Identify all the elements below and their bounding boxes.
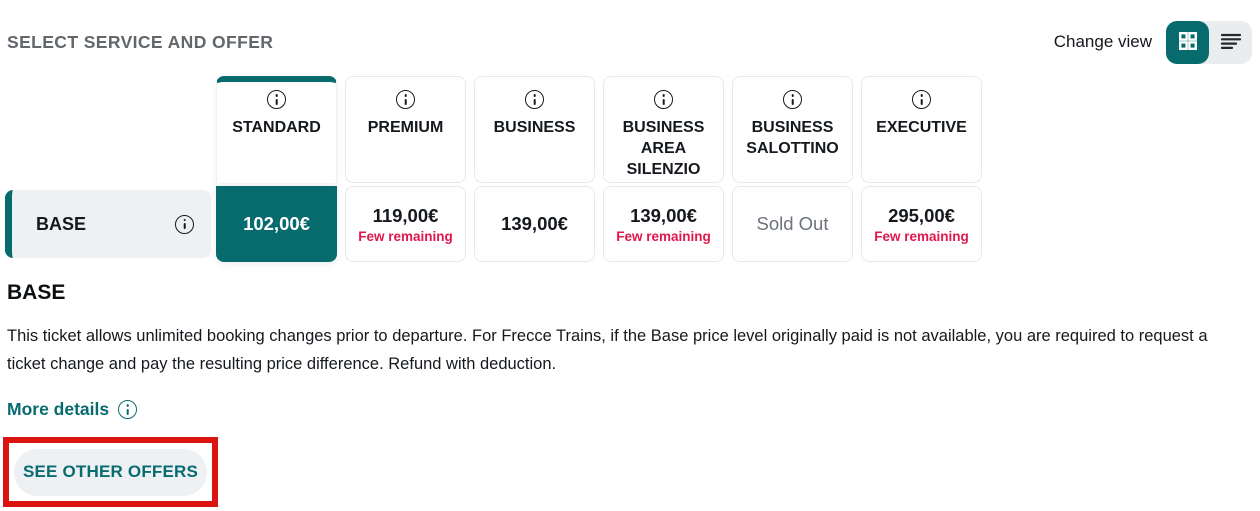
offer-details-section: BASE This ticket allows unlimited bookin… bbox=[7, 281, 1235, 420]
service-label: EXECUTIVE bbox=[876, 119, 967, 136]
price-cell-standard[interactable]: 102,00€ bbox=[216, 186, 337, 262]
see-other-offers-button[interactable]: SEE OTHER OFFERS bbox=[14, 448, 207, 496]
service-label: STANDARD bbox=[232, 119, 321, 136]
more-details-link[interactable]: More details bbox=[7, 399, 138, 420]
price-value: 139,00€ bbox=[630, 204, 697, 226]
view-switcher: Change view bbox=[1053, 20, 1252, 64]
service-column-executive: EXECUTIVE bbox=[861, 76, 982, 183]
price-cell-business-area-silenzio[interactable]: 139,00€ Few remaining bbox=[603, 186, 724, 262]
price-value: 119,00€ bbox=[372, 204, 439, 226]
service-column-standard: STANDARD bbox=[216, 76, 337, 183]
service-column-business-salottino: BUSINESS SALOTTINO bbox=[732, 76, 853, 183]
info-icon[interactable] bbox=[175, 214, 194, 234]
annotation-highlight-box: SEE OTHER OFFERS bbox=[3, 437, 218, 507]
price-value: 139,00€ bbox=[501, 213, 568, 234]
offer-description: This ticket allows unlimited booking cha… bbox=[7, 327, 1208, 374]
offer-details-heading: BASE bbox=[7, 281, 66, 304]
info-icon[interactable] bbox=[396, 90, 415, 109]
list-view-button[interactable] bbox=[1209, 21, 1252, 64]
grid-view-button[interactable] bbox=[1166, 20, 1209, 64]
price-value: 102,00€ bbox=[243, 213, 310, 234]
service-label: BUSINESS bbox=[493, 119, 576, 136]
grid-icon bbox=[1177, 30, 1199, 55]
price-value: 295,00€ bbox=[888, 204, 955, 226]
service-column-premium: PREMIUM bbox=[345, 76, 466, 183]
more-details-label: More details bbox=[7, 399, 110, 420]
availability-note: Few remaining bbox=[358, 228, 453, 244]
service-label: BUSINESS AREA SILENZIO bbox=[622, 119, 705, 178]
change-view-label: Change view bbox=[1053, 32, 1152, 51]
page-title: SELECT SERVICE AND OFFER bbox=[7, 31, 274, 52]
service-header-row: STANDARD PREMIUM BUSINESS BUSINESS AREA … bbox=[216, 76, 982, 183]
info-icon bbox=[118, 400, 138, 420]
info-icon[interactable] bbox=[783, 90, 802, 109]
price-cell-premium[interactable]: 119,00€ Few remaining bbox=[345, 186, 466, 262]
info-icon[interactable] bbox=[912, 90, 931, 109]
price-cell-business[interactable]: 139,00€ bbox=[474, 186, 595, 262]
service-column-business-area-silenzio: BUSINESS AREA SILENZIO bbox=[603, 76, 724, 183]
topbar: SELECT SERVICE AND OFFER Change view bbox=[7, 20, 1252, 64]
offer-name: BASE bbox=[36, 213, 87, 234]
info-icon[interactable] bbox=[525, 90, 544, 109]
sold-out-label: Sold Out bbox=[756, 213, 829, 234]
list-icon bbox=[1219, 29, 1243, 56]
price-row: 102,00€ 119,00€ Few remaining 139,00€ 13… bbox=[216, 186, 982, 262]
availability-note: Few remaining bbox=[616, 228, 711, 244]
info-icon[interactable] bbox=[267, 90, 286, 109]
price-cell-business-salottino: Sold Out bbox=[732, 186, 853, 262]
info-icon[interactable] bbox=[654, 90, 673, 109]
view-mode-toggle bbox=[1166, 20, 1252, 64]
service-label: PREMIUM bbox=[367, 119, 444, 136]
service-column-business: BUSINESS bbox=[474, 76, 595, 183]
service-label: BUSINESS SALOTTINO bbox=[746, 119, 839, 157]
availability-note: Few remaining bbox=[874, 228, 969, 244]
price-cell-executive[interactable]: 295,00€ Few remaining bbox=[861, 186, 982, 262]
offer-row-label: BASE bbox=[5, 190, 211, 258]
